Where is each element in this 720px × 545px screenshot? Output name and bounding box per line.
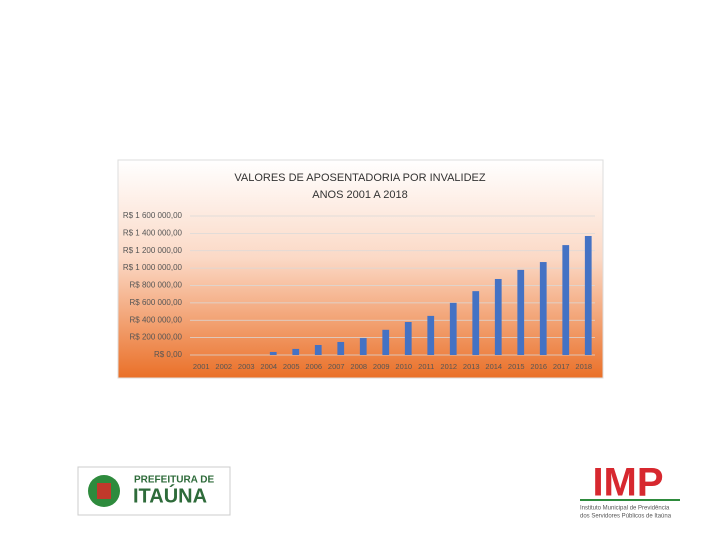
logo-left-top: PREFEITURA DE: [134, 475, 215, 486]
chart-title: VALORES DE APOSENTADORIA POR INVALIDEZ: [234, 172, 486, 184]
logo-right-rule: [580, 499, 680, 501]
x-tick-label: 2006: [305, 362, 322, 371]
logo-right-line1: Instituto Municipal de Previdência: [580, 506, 670, 512]
x-tick-label: 2004: [260, 362, 277, 371]
bar: [269, 351, 277, 355]
bar: [472, 291, 480, 355]
bar: [314, 345, 322, 355]
x-tick-label: 2014: [485, 362, 502, 371]
y-tick-label: R$ 1 400 000,00: [123, 228, 183, 237]
bar: [337, 341, 345, 355]
x-tick-label: 2003: [238, 362, 255, 371]
x-tick-label: 2016: [530, 362, 547, 371]
y-tick-label: R$ 1 000 000,00: [123, 263, 183, 272]
bar: [562, 245, 570, 355]
x-tick-label: 2015: [508, 362, 525, 371]
logo-left-shield: [97, 483, 111, 499]
y-tick-label: R$ 1 600 000,00: [123, 211, 183, 220]
bar: [292, 348, 300, 355]
bar: [359, 338, 367, 355]
logo-left-main: ITAÚNA: [133, 483, 207, 507]
bar: [404, 321, 412, 355]
bar: [517, 269, 525, 355]
x-tick-label: 2011: [418, 362, 434, 371]
y-tick-label: R$ 1 200 000,00: [123, 246, 183, 255]
bar: [539, 262, 547, 355]
x-tick-label: 2002: [215, 362, 232, 371]
y-tick-label: R$ 400 000,00: [130, 315, 183, 324]
y-tick-label: R$ 0,00: [154, 350, 183, 359]
x-tick-label: 2012: [440, 362, 457, 371]
x-tick-label: 2010: [395, 362, 412, 371]
x-tick-label: 2008: [350, 362, 367, 371]
bar: [427, 315, 435, 355]
x-tick-label: 2018: [575, 362, 592, 371]
x-tick-label: 2005: [283, 362, 300, 371]
bar: [382, 329, 390, 355]
y-tick-label: R$ 600 000,00: [130, 298, 183, 307]
bar: [494, 278, 502, 355]
x-tick-label: 2017: [553, 362, 570, 371]
x-tick-label: 2007: [328, 362, 345, 371]
logo-right-line2: dos Servidores Públicos de Itaúna: [580, 514, 672, 520]
x-tick-label: 2001: [193, 362, 210, 371]
bar: [449, 302, 457, 355]
y-tick-label: R$ 200 000,00: [130, 333, 183, 342]
x-tick-label: 2009: [373, 362, 390, 371]
bar: [584, 235, 592, 355]
x-tick-label: 2013: [463, 362, 480, 371]
y-tick-label: R$ 800 000,00: [130, 281, 183, 290]
logo-right-main: IMP: [592, 461, 663, 505]
chart-subtitle: ANOS 2001 A 2018: [312, 189, 407, 201]
